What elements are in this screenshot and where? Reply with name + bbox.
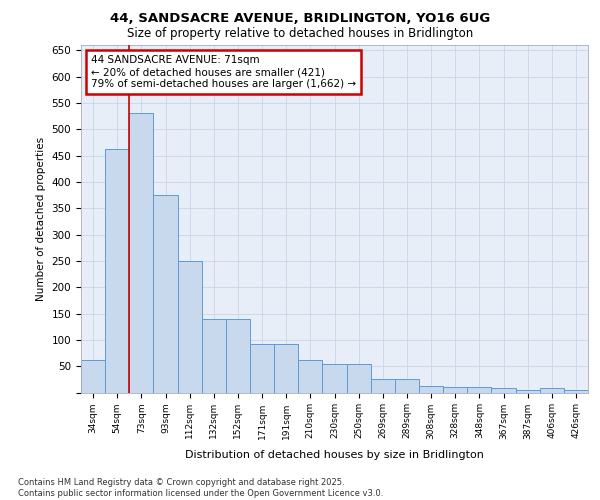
- Bar: [226, 319, 250, 392]
- Bar: [491, 388, 515, 392]
- Bar: [540, 388, 564, 392]
- Bar: [178, 261, 202, 392]
- Text: Size of property relative to detached houses in Bridlington: Size of property relative to detached ho…: [127, 28, 473, 40]
- Y-axis label: Number of detached properties: Number of detached properties: [36, 136, 46, 301]
- Bar: [419, 386, 443, 392]
- Bar: [105, 150, 129, 392]
- Bar: [347, 364, 371, 392]
- Bar: [202, 319, 226, 392]
- Bar: [322, 364, 347, 392]
- Bar: [564, 390, 588, 392]
- Text: Contains HM Land Registry data © Crown copyright and database right 2025.
Contai: Contains HM Land Registry data © Crown c…: [18, 478, 383, 498]
- Bar: [81, 360, 105, 392]
- Bar: [250, 344, 274, 392]
- Bar: [274, 344, 298, 392]
- Bar: [467, 387, 491, 392]
- Bar: [515, 390, 540, 392]
- Bar: [395, 380, 419, 392]
- Bar: [154, 195, 178, 392]
- X-axis label: Distribution of detached houses by size in Bridlington: Distribution of detached houses by size …: [185, 450, 484, 460]
- Bar: [371, 380, 395, 392]
- Bar: [443, 387, 467, 392]
- Text: 44, SANDSACRE AVENUE, BRIDLINGTON, YO16 6UG: 44, SANDSACRE AVENUE, BRIDLINGTON, YO16 …: [110, 12, 490, 26]
- Bar: [129, 114, 154, 392]
- Text: 44 SANDSACRE AVENUE: 71sqm
← 20% of detached houses are smaller (421)
79% of sem: 44 SANDSACRE AVENUE: 71sqm ← 20% of deta…: [91, 56, 356, 88]
- Bar: [298, 360, 322, 392]
